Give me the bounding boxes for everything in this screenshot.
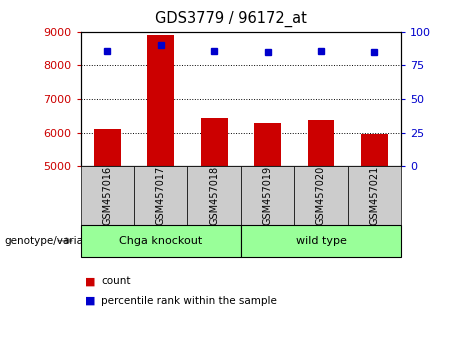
Text: wild type: wild type [296, 236, 346, 246]
Bar [254, 123, 281, 166]
Text: percentile rank within the sample: percentile rank within the sample [101, 296, 278, 306]
Text: GSM457017: GSM457017 [156, 166, 166, 225]
Text: GSM457018: GSM457018 [209, 166, 219, 225]
Text: Chga knockout: Chga knockout [119, 236, 202, 246]
Bar [148, 35, 174, 166]
Bar [201, 118, 228, 166]
Text: GSM457021: GSM457021 [369, 166, 379, 225]
Text: ■: ■ [85, 276, 96, 286]
Text: genotype/variation: genotype/variation [5, 236, 104, 246]
Text: GSM457016: GSM457016 [102, 166, 112, 225]
Text: count: count [101, 276, 131, 286]
Bar [307, 120, 334, 166]
Bar [361, 135, 388, 166]
Text: ■: ■ [85, 296, 96, 306]
Text: GDS3779 / 96172_at: GDS3779 / 96172_at [154, 11, 307, 27]
Bar [94, 130, 121, 166]
Text: GSM457019: GSM457019 [263, 166, 272, 225]
Text: GSM457020: GSM457020 [316, 166, 326, 225]
